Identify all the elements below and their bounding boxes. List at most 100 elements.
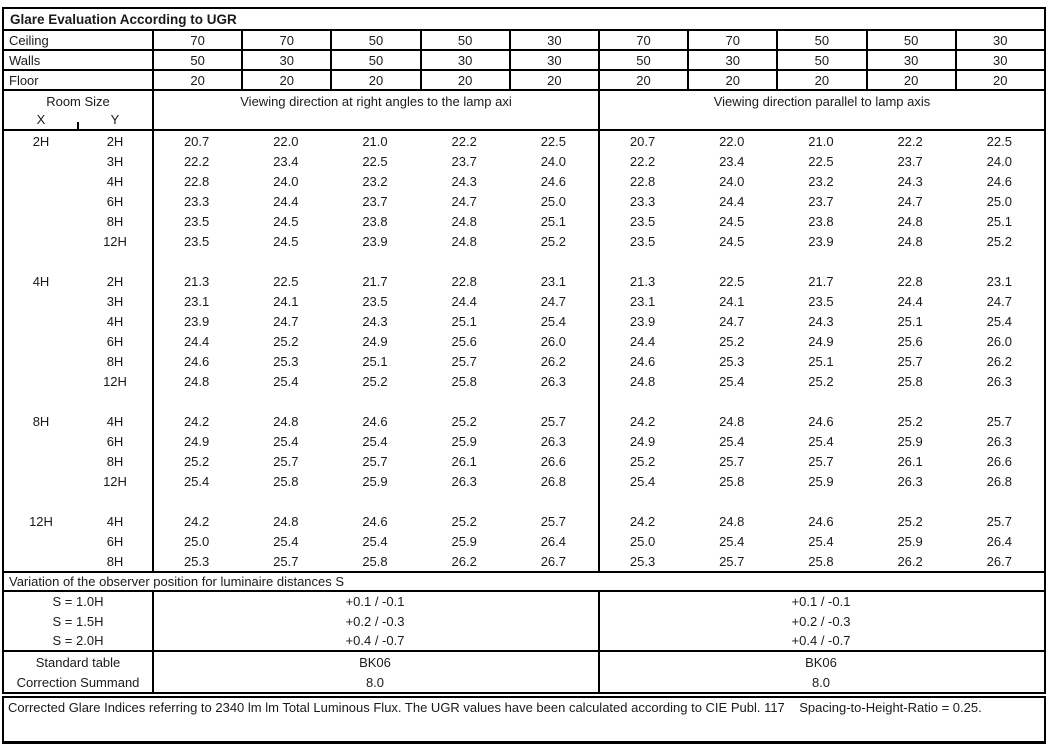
ugr-value-cell: 23.5	[629, 233, 656, 249]
ugr-value-cell: 25.4	[183, 473, 210, 489]
kv-label: S = 2.0H	[52, 632, 104, 648]
ugr-value-cell: 23.3	[183, 193, 210, 209]
room-y-cell: 4H	[106, 513, 124, 529]
ugr-value-cell: 26.3	[986, 373, 1012, 389]
ugr-value-cell: 25.7	[451, 353, 477, 369]
kv-label: Standard table	[35, 654, 121, 670]
ugr-value-cell: 25.7	[986, 413, 1012, 429]
table-row: 4H 2H 21.3 22.5 21.7 22.8 23.1 21.3 22.5…	[4, 271, 1044, 291]
ugr-value-cell: 25.1	[540, 213, 566, 229]
ugr-value-cell: 24.5	[719, 213, 745, 229]
ugr-value-cell: 24.4	[273, 193, 299, 209]
surface-value: 20	[597, 71, 687, 89]
spacer-row	[4, 491, 1044, 511]
ugr-value-cell: 22.8	[897, 273, 923, 289]
room-y-cell: 8H	[106, 453, 124, 469]
ugr-value-cell: 24.0	[273, 173, 299, 189]
ugr-value-cell: 25.7	[897, 353, 923, 369]
room-y-cell: 4H	[106, 313, 124, 329]
ugr-value-cell: 24.3	[362, 313, 388, 329]
ugr-value-cell: 25.4	[273, 533, 299, 549]
surface-section: Ceiling 70 70 50 50 30 70 70 50 50 30 Wa…	[4, 31, 1044, 91]
ugr-value-cell: 25.1	[451, 313, 477, 329]
ugr-value-cell: 21.0	[362, 133, 388, 149]
room-y-cell: 6H	[106, 433, 124, 449]
ugr-value-cell: 25.7	[719, 453, 745, 469]
ugr-value-cell: 26.0	[540, 333, 566, 349]
ugr-value-cell: 26.3	[897, 473, 923, 489]
room-y-cell: 8H	[106, 553, 124, 569]
table-row: 3H 23.1 24.1 23.5 24.4 24.7 23.1 24.1 23…	[4, 291, 1044, 311]
ugr-value-cell: 25.2	[986, 233, 1012, 249]
table-row: 12H 25.4 25.8 25.9 26.3 26.8 25.4 25.8 2…	[4, 471, 1044, 491]
surface-value: 50	[776, 51, 865, 69]
ugr-value-cell: 23.5	[183, 233, 210, 249]
kv-value-left: +0.1 / -0.1	[345, 594, 405, 610]
ugr-value-cell: 26.3	[986, 433, 1012, 449]
ugr-value-cell: 24.1	[719, 293, 745, 309]
ugr-value-cell: 25.1	[986, 213, 1012, 229]
ugr-value-cell: 24.8	[273, 513, 299, 529]
ugr-value-cell: 24.6	[362, 413, 388, 429]
surface-value: 20	[152, 71, 241, 89]
surface-label: Floor	[9, 72, 39, 88]
surface-row: Floor 20 20 20 20 20 20 20 20 20 20	[4, 71, 1044, 91]
table-row: S = 2.0H +0.4 / -0.7 +0.4 / -0.7	[4, 631, 1044, 650]
ugr-value-cell: 25.9	[897, 433, 923, 449]
table-row: 4H 23.9 24.7 24.3 25.1 25.4 23.9 24.7 24…	[4, 311, 1044, 331]
ugr-value-cell: 25.3	[183, 553, 210, 569]
room-y-cell: 12H	[103, 373, 127, 389]
room-y-cell: 3H	[106, 153, 124, 169]
ugr-value-cell: 23.2	[808, 173, 834, 189]
table-row: Standard table BK06 BK06	[4, 652, 1044, 672]
ugr-value-cell: 25.3	[629, 553, 656, 569]
ugr-value-cell: 24.8	[897, 233, 923, 249]
ugr-value-cell: 22.2	[629, 153, 656, 169]
surface-value: 20	[776, 71, 865, 89]
ugr-value-cell: 24.6	[183, 353, 210, 369]
ugr-value-cell: 23.7	[897, 153, 923, 169]
ugr-value-cell: 23.1	[629, 293, 656, 309]
ugr-value-cell: 24.8	[183, 373, 210, 389]
surface-value: 70	[687, 31, 776, 49]
table-row: S = 1.5H +0.2 / -0.3 +0.2 / -0.3	[4, 611, 1044, 630]
ugr-value-cell: 25.2	[719, 333, 745, 349]
ugr-value-cell: 26.1	[897, 453, 923, 469]
ugr-value-cell: 24.3	[808, 313, 834, 329]
ugr-value-cell: 24.6	[540, 173, 566, 189]
ugr-value-cell: 25.6	[451, 333, 477, 349]
ugr-value-cell: 23.8	[362, 213, 388, 229]
surface-value: 50	[865, 31, 955, 49]
ugr-value-cell: 24.0	[540, 153, 566, 169]
ugr-value-cell: 25.0	[986, 193, 1012, 209]
ugr-table: Glare Evaluation According to UGR Ceilin…	[2, 7, 1046, 695]
table-row: 8H 25.3 25.7 25.8 26.2 26.7 25.3 25.7 25…	[4, 551, 1044, 571]
kv-value-left: 8.0	[365, 674, 385, 690]
ugr-value-cell: 25.7	[273, 453, 299, 469]
ugr-value-cell: 25.9	[808, 473, 834, 489]
ugr-value-cell: 24.6	[362, 513, 388, 529]
ugr-value-cell: 25.4	[719, 433, 745, 449]
ugr-value-cell: 23.9	[362, 233, 388, 249]
ugr-value-cell: 24.3	[451, 173, 477, 189]
ugr-value-cell: 21.3	[183, 273, 210, 289]
ugr-value-cell: 25.7	[273, 553, 299, 569]
ugr-value-cell: 22.8	[451, 273, 477, 289]
ugr-value-cell: 26.8	[540, 473, 566, 489]
ugr-value-cell: 25.2	[451, 513, 477, 529]
ugr-value-cell: 25.3	[273, 353, 299, 369]
ugr-value-cell: 21.0	[808, 133, 834, 149]
ugr-value-cell: 24.8	[897, 213, 923, 229]
surface-value: 20	[241, 71, 330, 89]
ugr-value-cell: 24.6	[808, 413, 834, 429]
ugr-value-cell: 23.2	[362, 173, 388, 189]
ugr-value-cell: 25.9	[362, 473, 388, 489]
room-y-cell: 6H	[106, 193, 124, 209]
ugr-value-cell: 24.9	[362, 333, 388, 349]
ugr-value-cell: 22.2	[183, 153, 210, 169]
ugr-value-cell: 24.6	[629, 353, 656, 369]
table-row: 8H 23.5 24.5 23.8 24.8 25.1 23.5 24.5 23…	[4, 211, 1044, 231]
table-row: 12H 4H 24.2 24.8 24.6 25.2 25.7 24.2 24.…	[4, 511, 1044, 531]
spacer-row	[4, 391, 1044, 411]
ugr-value-cell: 20.7	[183, 133, 210, 149]
